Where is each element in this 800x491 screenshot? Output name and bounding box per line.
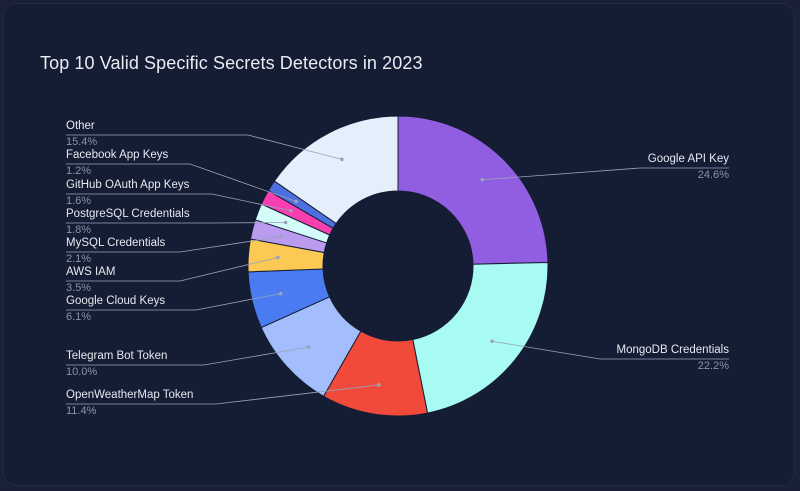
leader-dot-mysql-credentials bbox=[279, 234, 283, 239]
leader-dot-mongodb-credentials bbox=[490, 339, 494, 344]
label-mongodb-credentials: MongoDB Credentials bbox=[616, 344, 729, 356]
slice-google-api-key bbox=[397, 115, 549, 265]
leader-google-cloud-keys bbox=[66, 293, 281, 311]
leader-dot-google-api-key bbox=[480, 177, 484, 182]
leader-dot-telegram-bot-token bbox=[307, 345, 311, 349]
chart-title: Top 10 Valid Specific Secrets Detectors … bbox=[40, 53, 423, 73]
percent-mongodb-credentials: 22.2% bbox=[698, 360, 729, 372]
percent-github-oauth-app-keys: 1.6% bbox=[66, 195, 91, 207]
percent-other: 15.4% bbox=[66, 136, 97, 148]
percent-telegram-bot-token: 10.0% bbox=[66, 366, 97, 378]
leader-facebook-app-keys bbox=[66, 163, 297, 202]
percent-google-cloud-keys: 6.1% bbox=[66, 311, 91, 323]
percent-aws-iam: 3.5% bbox=[66, 282, 91, 294]
label-aws-iam: AWS IAM bbox=[66, 266, 115, 278]
leader-dot-aws-iam bbox=[276, 255, 280, 260]
leader-openweathermap-token bbox=[66, 384, 379, 405]
leader-mongodb-credentials bbox=[492, 340, 729, 360]
label-telegram-bot-token: Telegram Bot Token bbox=[66, 350, 167, 362]
leader-dot-postgresql-credentials bbox=[283, 220, 288, 225]
leader-dot-github-oauth-app-keys bbox=[289, 208, 293, 213]
leader-dot-facebook-app-keys bbox=[294, 199, 298, 204]
leader-aws-iam bbox=[66, 257, 278, 282]
label-postgresql-credentials: PostgreSQL Credentials bbox=[66, 208, 190, 220]
slice-other bbox=[273, 115, 399, 225]
label-google-cloud-keys: Google Cloud Keys bbox=[66, 295, 165, 307]
slice-mongodb-credentials bbox=[412, 261, 549, 414]
label-openweathermap-token: OpenWeatherMap Token bbox=[66, 389, 193, 401]
label-facebook-app-keys: Facebook App Keys bbox=[66, 149, 169, 161]
label-mysql-credentials: MySQL Credentials bbox=[66, 237, 166, 249]
label-google-api-key: Google API Key bbox=[648, 153, 729, 165]
percent-openweathermap-token: 11.4% bbox=[66, 405, 97, 417]
leader-lines bbox=[66, 134, 729, 405]
slice-labels: Google API Key 24.6% MongoDB Credentials 22… bbox=[66, 120, 729, 417]
donut-slices bbox=[247, 115, 549, 417]
leader-dot-other bbox=[340, 157, 344, 162]
label-github-oauth-app-keys: GitHub OAuth App Keys bbox=[66, 179, 190, 191]
leader-github-oauth-app-keys bbox=[66, 193, 292, 212]
leader-dot-google-cloud-keys bbox=[278, 291, 283, 296]
leader-postgresql-credentials bbox=[66, 222, 286, 224]
leader-dot-openweathermap-token bbox=[376, 383, 381, 387]
label-other: Other bbox=[66, 120, 95, 132]
leader-mysql-credentials bbox=[66, 236, 282, 253]
leader-other bbox=[66, 134, 342, 160]
leader-google-api-key bbox=[482, 167, 729, 181]
percent-facebook-app-keys: 1.2% bbox=[66, 165, 91, 177]
percent-google-api-key: 24.6% bbox=[698, 169, 729, 181]
leader-telegram-bot-token bbox=[66, 346, 309, 366]
percent-postgresql-credentials: 1.8% bbox=[66, 224, 91, 236]
percent-mysql-credentials: 2.1% bbox=[66, 253, 91, 265]
